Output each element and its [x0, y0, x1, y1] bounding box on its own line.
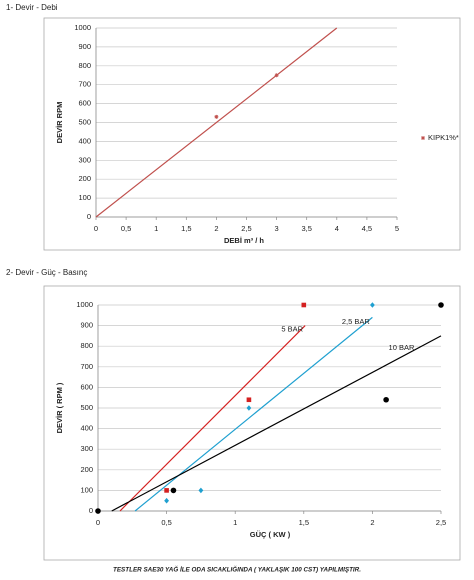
y-tick-label: 500: [80, 403, 93, 412]
heading: 2- Devir - Güç - Basınç: [6, 268, 87, 277]
y-tick-label: 500: [78, 117, 91, 126]
trendline: [111, 335, 442, 512]
data-point: [170, 487, 177, 494]
y-tick-label: 0: [89, 506, 93, 515]
data-point: [246, 405, 252, 411]
trendline: [134, 316, 373, 512]
data-point: [438, 302, 444, 308]
y-tick-label: 1000: [76, 300, 93, 309]
data-point: [301, 302, 307, 308]
series-label: 10 BAR: [389, 343, 415, 352]
y-tick-label: 300: [78, 155, 91, 164]
data-point: [164, 488, 169, 493]
data-point: [214, 114, 219, 119]
x-tick-label: 3: [275, 224, 279, 233]
y-axis-title: DEVİR RPM: [55, 102, 64, 144]
trendline: [119, 325, 306, 512]
y-tick-label: 400: [80, 424, 93, 433]
data-point: [198, 487, 204, 494]
x-tick-label: 3,5: [301, 224, 311, 233]
chart-frame: [43, 17, 461, 251]
data-point: [95, 508, 101, 514]
footer: TESTLER SAE30 YAĞ İLE ODA SICAKLIĞINDA (…: [113, 565, 361, 574]
heading: 1- Devir - Debi: [6, 3, 58, 12]
x-tick-label: 1: [233, 518, 237, 527]
y-tick-label: 800: [80, 341, 93, 350]
series-label: 2,5 BAR: [342, 317, 371, 326]
x-tick-label: 2,5: [436, 518, 446, 527]
data-point: [274, 73, 279, 78]
x-tick-label: 5: [395, 224, 399, 233]
legend-label: KIPK1%*: [428, 133, 459, 142]
x-tick-label: 0,5: [161, 518, 171, 527]
y-axis-title: DEVİR ( RPM ): [55, 382, 64, 433]
x-tick-label: 4: [335, 224, 339, 233]
data-point: [246, 397, 252, 403]
y-tick-label: 200: [80, 465, 93, 474]
y-tick-label: 300: [80, 444, 93, 453]
trendline: [95, 27, 338, 218]
x-axis-title: GÜÇ ( KW ): [250, 530, 291, 539]
x-axis-title: DEBİ m³ / h: [224, 236, 264, 245]
series-label: 5 BAR: [281, 325, 303, 334]
x-tick-label: 1,5: [181, 224, 191, 233]
y-tick-label: 700: [80, 362, 93, 371]
y-tick-label: 900: [78, 42, 91, 51]
y-tick-label: 600: [78, 99, 91, 108]
y-tick-label: 100: [80, 485, 93, 494]
data-point: [383, 396, 389, 403]
y-tick-label: 200: [78, 174, 91, 183]
y-tick-label: 700: [78, 80, 91, 89]
x-tick-label: 2: [214, 224, 218, 233]
legend-marker: [421, 136, 425, 140]
x-tick-label: 1: [154, 224, 158, 233]
x-tick-label: 4,5: [362, 224, 372, 233]
x-tick-label: 1,5: [299, 518, 309, 527]
x-tick-label: 2,5: [241, 224, 251, 233]
y-tick-label: 100: [78, 193, 91, 202]
y-tick-label: 800: [78, 61, 91, 70]
y-tick-label: 400: [78, 136, 91, 145]
x-tick-label: 0: [94, 224, 98, 233]
y-tick-label: 900: [80, 321, 93, 330]
y-tick-label: 0: [87, 212, 91, 221]
x-tick-label: 0,5: [121, 224, 131, 233]
x-tick-label: 2: [370, 518, 374, 527]
data-point: [370, 302, 375, 308]
y-tick-label: 1000: [74, 23, 91, 32]
data-point: [164, 497, 169, 504]
y-tick-label: 600: [80, 382, 93, 391]
chart-frame: [43, 285, 461, 561]
x-tick-label: 0: [96, 518, 100, 527]
